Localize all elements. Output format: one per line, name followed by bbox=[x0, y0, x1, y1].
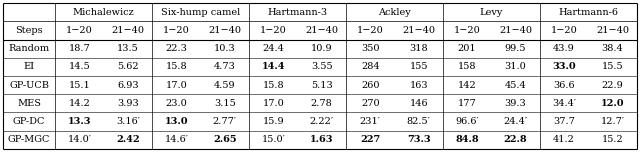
Text: 158: 158 bbox=[458, 62, 476, 71]
Text: 33.0: 33.0 bbox=[552, 62, 576, 71]
Text: 24.4: 24.4 bbox=[262, 44, 284, 53]
Text: 12.0: 12.0 bbox=[601, 99, 625, 108]
Text: Hartmann-6: Hartmann-6 bbox=[558, 8, 618, 17]
Text: 39.3: 39.3 bbox=[505, 99, 527, 108]
Text: 231′: 231′ bbox=[360, 117, 381, 126]
Text: 260: 260 bbox=[361, 81, 380, 90]
Text: 15.8: 15.8 bbox=[262, 81, 284, 90]
Text: 2.42: 2.42 bbox=[116, 135, 140, 144]
Text: 15.0′: 15.0′ bbox=[261, 135, 285, 144]
Text: 99.5: 99.5 bbox=[505, 44, 526, 53]
Text: 17.0: 17.0 bbox=[166, 81, 188, 90]
Text: 22.3: 22.3 bbox=[165, 44, 188, 53]
Text: 15.2: 15.2 bbox=[602, 135, 623, 144]
Text: 15.9: 15.9 bbox=[262, 117, 284, 126]
Text: 82.5′: 82.5′ bbox=[407, 117, 431, 126]
Text: 4.73: 4.73 bbox=[214, 62, 236, 71]
Text: Ackley: Ackley bbox=[378, 8, 411, 17]
Text: Random: Random bbox=[8, 44, 50, 53]
Text: 45.4: 45.4 bbox=[505, 81, 527, 90]
Text: 38.4: 38.4 bbox=[602, 44, 623, 53]
Text: 1−20: 1−20 bbox=[454, 26, 481, 35]
Text: Hartmann-3: Hartmann-3 bbox=[268, 8, 328, 17]
Text: 177: 177 bbox=[458, 99, 477, 108]
Text: 1−20: 1−20 bbox=[163, 26, 189, 35]
Text: 84.8: 84.8 bbox=[455, 135, 479, 144]
Text: 21−40: 21−40 bbox=[305, 26, 339, 35]
Text: 21−40: 21−40 bbox=[499, 26, 532, 35]
Text: 21−40: 21−40 bbox=[208, 26, 241, 35]
Text: 227: 227 bbox=[360, 135, 380, 144]
Text: 34.4′: 34.4′ bbox=[552, 99, 576, 108]
Text: 31.0: 31.0 bbox=[505, 62, 527, 71]
Text: 10.9: 10.9 bbox=[311, 44, 333, 53]
Text: 142: 142 bbox=[458, 81, 477, 90]
Text: 3.55: 3.55 bbox=[311, 62, 333, 71]
Text: MES: MES bbox=[17, 99, 41, 108]
Text: 14.0′: 14.0′ bbox=[67, 135, 92, 144]
Text: GP-MGC: GP-MGC bbox=[8, 135, 51, 144]
Text: Steps: Steps bbox=[15, 26, 43, 35]
Text: 24.4′: 24.4′ bbox=[504, 117, 528, 126]
Text: 4.59: 4.59 bbox=[214, 81, 236, 90]
Text: 201: 201 bbox=[458, 44, 476, 53]
Text: 3.16′: 3.16′ bbox=[116, 117, 140, 126]
Text: Levy: Levy bbox=[480, 8, 503, 17]
Text: 1−20: 1−20 bbox=[260, 26, 287, 35]
Text: 14.2: 14.2 bbox=[68, 99, 90, 108]
Text: 284: 284 bbox=[361, 62, 380, 71]
Text: 14.4: 14.4 bbox=[262, 62, 285, 71]
Text: 2.77′: 2.77′ bbox=[212, 117, 237, 126]
Text: 13.0: 13.0 bbox=[164, 117, 188, 126]
Text: 5.13: 5.13 bbox=[311, 81, 333, 90]
Text: 13.5: 13.5 bbox=[117, 44, 139, 53]
Text: 15.1: 15.1 bbox=[68, 81, 90, 90]
Text: 41.2: 41.2 bbox=[553, 135, 575, 144]
Text: 3.93: 3.93 bbox=[117, 99, 139, 108]
Text: 12.7′: 12.7′ bbox=[600, 117, 625, 126]
Text: Six-hump camel: Six-hump camel bbox=[161, 8, 240, 17]
Text: 6.93: 6.93 bbox=[117, 81, 139, 90]
Text: 155: 155 bbox=[410, 62, 428, 71]
Text: 2.78: 2.78 bbox=[311, 99, 333, 108]
Text: 1−20: 1−20 bbox=[66, 26, 93, 35]
Text: 10.3: 10.3 bbox=[214, 44, 236, 53]
Text: 17.0: 17.0 bbox=[262, 99, 284, 108]
Text: GP-DC: GP-DC bbox=[13, 117, 45, 126]
Text: Michalewicz: Michalewicz bbox=[73, 8, 134, 17]
Text: 5.62: 5.62 bbox=[117, 62, 139, 71]
Text: 15.8: 15.8 bbox=[166, 62, 187, 71]
Text: 21−40: 21−40 bbox=[402, 26, 435, 35]
Text: 22.8: 22.8 bbox=[504, 135, 527, 144]
Text: 270: 270 bbox=[361, 99, 380, 108]
Text: 14.6′: 14.6′ bbox=[164, 135, 188, 144]
Text: 163: 163 bbox=[410, 81, 428, 90]
Text: 15.5: 15.5 bbox=[602, 62, 623, 71]
Text: 43.9: 43.9 bbox=[553, 44, 575, 53]
Text: 18.7: 18.7 bbox=[68, 44, 90, 53]
Text: 96.6′: 96.6′ bbox=[455, 117, 479, 126]
Text: 23.0: 23.0 bbox=[166, 99, 188, 108]
Text: 14.5: 14.5 bbox=[68, 62, 90, 71]
Text: 2.65: 2.65 bbox=[213, 135, 237, 144]
Text: 21−40: 21−40 bbox=[111, 26, 145, 35]
Text: 318: 318 bbox=[410, 44, 428, 53]
Text: 73.3: 73.3 bbox=[407, 135, 431, 144]
Text: GP-UCB: GP-UCB bbox=[9, 81, 49, 90]
Text: 350: 350 bbox=[361, 44, 380, 53]
Text: 22.9: 22.9 bbox=[602, 81, 623, 90]
Text: EI: EI bbox=[24, 62, 35, 71]
Text: 1−20: 1−20 bbox=[357, 26, 383, 35]
Text: 1.63: 1.63 bbox=[310, 135, 333, 144]
Text: 146: 146 bbox=[410, 99, 428, 108]
Text: 13.3: 13.3 bbox=[68, 117, 91, 126]
Text: 37.7: 37.7 bbox=[553, 117, 575, 126]
Text: 21−40: 21−40 bbox=[596, 26, 629, 35]
Text: 3.15: 3.15 bbox=[214, 99, 236, 108]
Text: 36.6: 36.6 bbox=[554, 81, 575, 90]
Text: 2.22′: 2.22′ bbox=[310, 117, 334, 126]
Text: 1−20: 1−20 bbox=[550, 26, 577, 35]
